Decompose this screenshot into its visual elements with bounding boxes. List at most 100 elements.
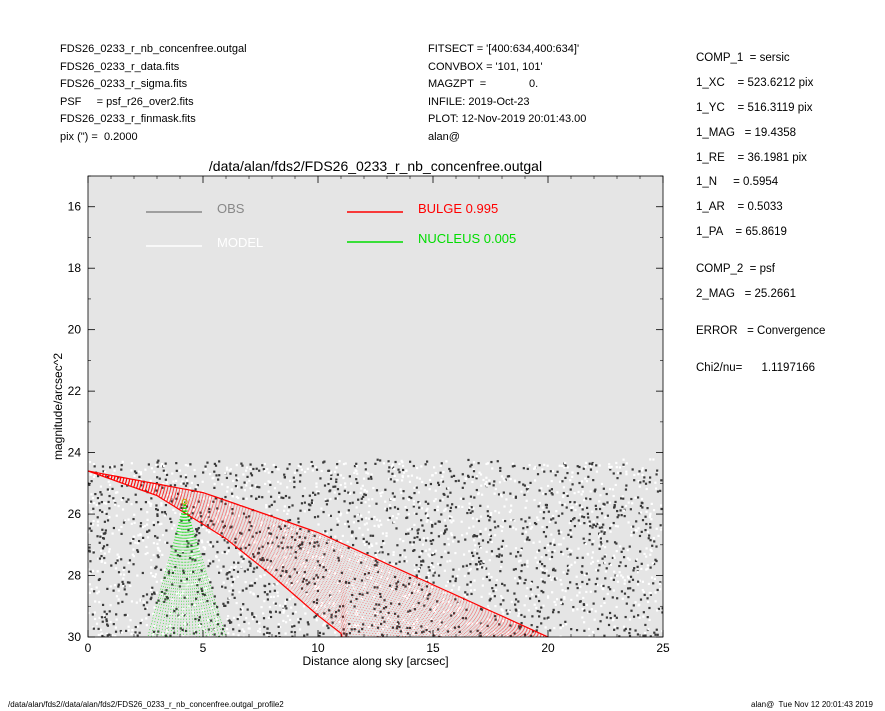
obs-point — [236, 575, 239, 578]
bulge-curve — [88, 470, 524, 637]
obs-point — [245, 497, 248, 500]
obs-point — [438, 622, 441, 625]
obs-point — [88, 527, 91, 530]
obs-point — [395, 588, 398, 591]
obs-point — [107, 480, 110, 483]
obs-point — [330, 616, 333, 619]
obs-point — [342, 635, 345, 637]
obs-point — [259, 575, 262, 578]
obs-point — [622, 497, 625, 500]
obs-point — [212, 500, 215, 503]
obs-point — [598, 522, 601, 525]
obs-point — [452, 540, 455, 543]
obs-point — [459, 606, 462, 610]
obs-point — [608, 501, 612, 504]
obs-point — [334, 615, 337, 618]
nucleus-curve — [184, 501, 224, 637]
obs-point — [574, 508, 577, 512]
obs-point — [337, 559, 341, 562]
obs-point — [312, 600, 315, 604]
obs-point — [630, 609, 633, 612]
obs-point — [634, 629, 637, 632]
obs-point — [451, 503, 454, 506]
obs-point — [375, 556, 378, 559]
obs-point — [203, 546, 207, 549]
obs-point — [545, 506, 548, 509]
obs-point — [472, 461, 476, 464]
obs-point — [189, 511, 192, 514]
obs-point — [276, 591, 279, 594]
obs-point — [120, 639, 122, 641]
obs-point — [185, 515, 188, 518]
obs-point — [428, 548, 431, 551]
obs-point — [165, 481, 168, 484]
obs-point — [431, 525, 434, 528]
obs-point — [114, 567, 118, 570]
obs-point — [460, 635, 463, 637]
obs-point — [279, 625, 282, 629]
obs-point — [213, 462, 216, 465]
obs-point — [135, 501, 138, 504]
obs-point — [636, 571, 639, 574]
obs-point — [581, 508, 584, 511]
obs-point — [623, 582, 626, 585]
obs-point — [490, 575, 493, 579]
obs-point — [186, 595, 189, 598]
obs-point — [615, 605, 618, 609]
footer-timestamp: alan@ Tue Nov 12 20:01:43 2019 — [751, 700, 873, 709]
obs-point — [249, 564, 252, 567]
obs-point — [202, 525, 205, 529]
obs-point — [502, 639, 504, 641]
obs-point — [585, 480, 589, 483]
obs-point — [569, 479, 572, 482]
obs-point — [561, 602, 564, 606]
obs-point — [457, 625, 460, 628]
obs-point — [236, 617, 239, 621]
obs-point — [362, 540, 365, 543]
obs-point — [313, 582, 316, 585]
obs-point — [248, 515, 251, 518]
obs-point — [90, 529, 93, 532]
obs-point — [139, 472, 143, 476]
obs-point — [180, 614, 183, 618]
obs-point — [310, 499, 314, 502]
obs-point — [155, 489, 158, 492]
obs-point — [288, 506, 291, 509]
obs-point — [424, 484, 427, 487]
obs-point — [618, 571, 621, 574]
sidebar-line-3: 1_MAG = 19.4358 — [696, 127, 797, 139]
obs-point — [120, 498, 123, 502]
obs-point — [465, 532, 469, 535]
obs-point — [240, 609, 244, 612]
obs-point — [131, 553, 134, 556]
obs-point — [628, 545, 631, 548]
obs-point — [266, 558, 269, 561]
header_mid-line-0: FITSECT = '[400:634,400:634]' — [428, 43, 580, 55]
obs-point — [156, 641, 158, 643]
obs-point — [156, 513, 159, 516]
obs-point — [500, 594, 503, 598]
obs-point — [573, 517, 576, 520]
obs-point — [88, 583, 91, 586]
obs-point — [545, 553, 548, 557]
obs-point — [573, 501, 576, 504]
obs-point — [520, 564, 524, 567]
obs-point — [595, 568, 598, 571]
obs-point — [494, 487, 497, 491]
obs-point — [551, 543, 554, 546]
obs-point — [660, 479, 663, 482]
obs-point — [586, 611, 590, 614]
obs-point — [171, 472, 174, 475]
obs-point — [563, 503, 566, 506]
obs-point — [172, 569, 175, 572]
obs-point — [415, 621, 418, 624]
obs-point — [372, 595, 375, 598]
obs-point — [647, 537, 650, 540]
obs-point — [248, 528, 251, 532]
obs-point — [267, 527, 270, 530]
obs-point — [388, 504, 391, 507]
obs-point — [641, 580, 644, 583]
obs-point — [153, 575, 157, 578]
obs-point — [241, 589, 244, 592]
obs-point — [368, 567, 371, 570]
